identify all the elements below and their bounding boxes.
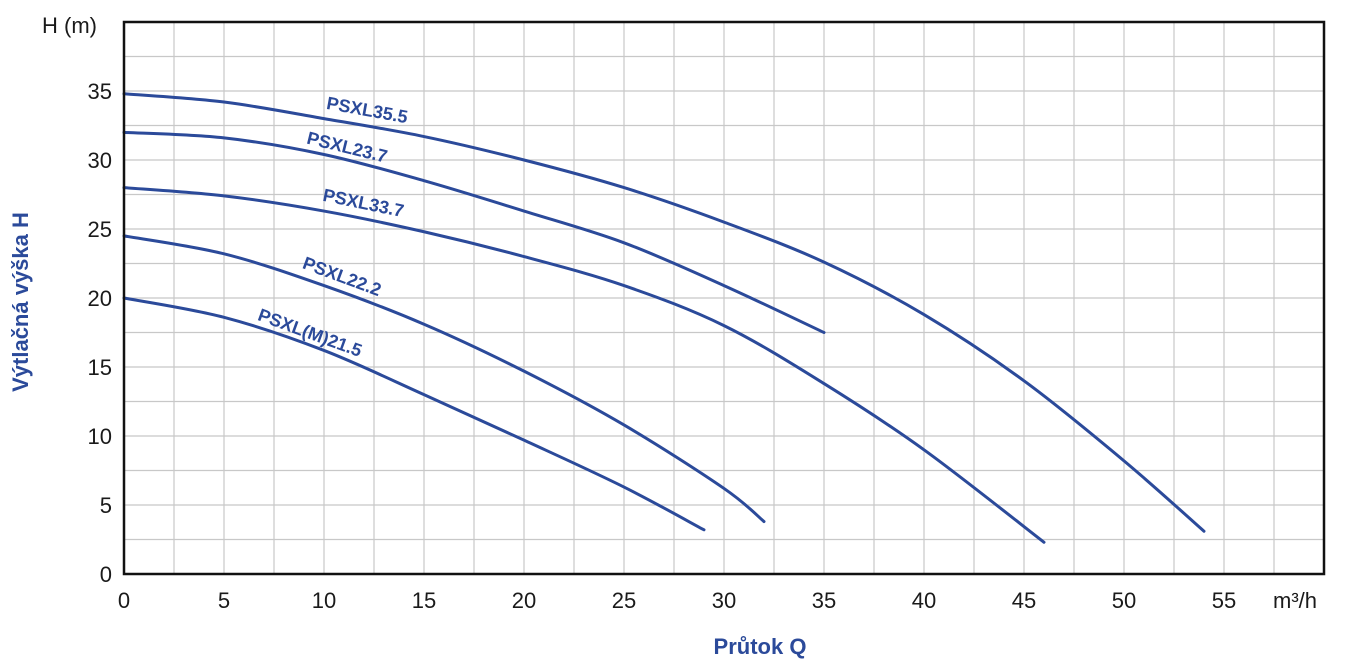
x-tick-label: 55	[1212, 588, 1236, 613]
series-line-2	[122, 186, 1046, 544]
y-tick-label: 35	[88, 79, 112, 104]
y-tick-label: 15	[88, 355, 112, 380]
series-curves	[122, 92, 1206, 544]
y-tick-label: 0	[100, 562, 112, 587]
y-tick-label: 20	[88, 286, 112, 311]
y-axis-label: Výtlačná výška H	[8, 212, 33, 392]
y-tick-label: 30	[88, 148, 112, 173]
x-axis-unit: m³/h	[1273, 588, 1317, 613]
chart-grid	[123, 21, 1325, 575]
y-axis-unit: H (m)	[42, 13, 97, 38]
x-tick-label: 30	[712, 588, 736, 613]
x-tick-label: 20	[512, 588, 536, 613]
series-labels: PSXL35.5PSXL23.7PSXL33.7PSXL22.2PSXL(M)2…	[255, 93, 409, 361]
series-line-4	[122, 296, 706, 532]
x-tick-labels: 0 5 10 15 20 25 30 35 40 45 50 55	[118, 588, 1236, 613]
y-tick-label: 25	[88, 217, 112, 242]
series-line-1	[122, 130, 826, 334]
series-line-3	[122, 234, 766, 524]
series-line-0	[122, 92, 1206, 533]
x-tick-label: 25	[612, 588, 636, 613]
y-tick-label: 10	[88, 424, 112, 449]
x-tick-label: 15	[412, 588, 436, 613]
x-axis-label: Průtok Q	[714, 634, 807, 659]
y-tick-label: 5	[100, 493, 112, 518]
chart-axes	[122, 20, 1326, 576]
y-tick-labels: 0 5 10 15 20 25 30 35	[88, 79, 112, 587]
x-tick-label: 0	[118, 588, 130, 613]
x-tick-label: 35	[812, 588, 836, 613]
x-tick-label: 50	[1112, 588, 1136, 613]
x-tick-label: 5	[218, 588, 230, 613]
x-tick-label: 10	[312, 588, 336, 613]
plot-frame	[122, 20, 1326, 576]
x-tick-label: 45	[1012, 588, 1036, 613]
series-label-2: PSXL33.7	[321, 185, 405, 221]
x-tick-label: 40	[912, 588, 936, 613]
